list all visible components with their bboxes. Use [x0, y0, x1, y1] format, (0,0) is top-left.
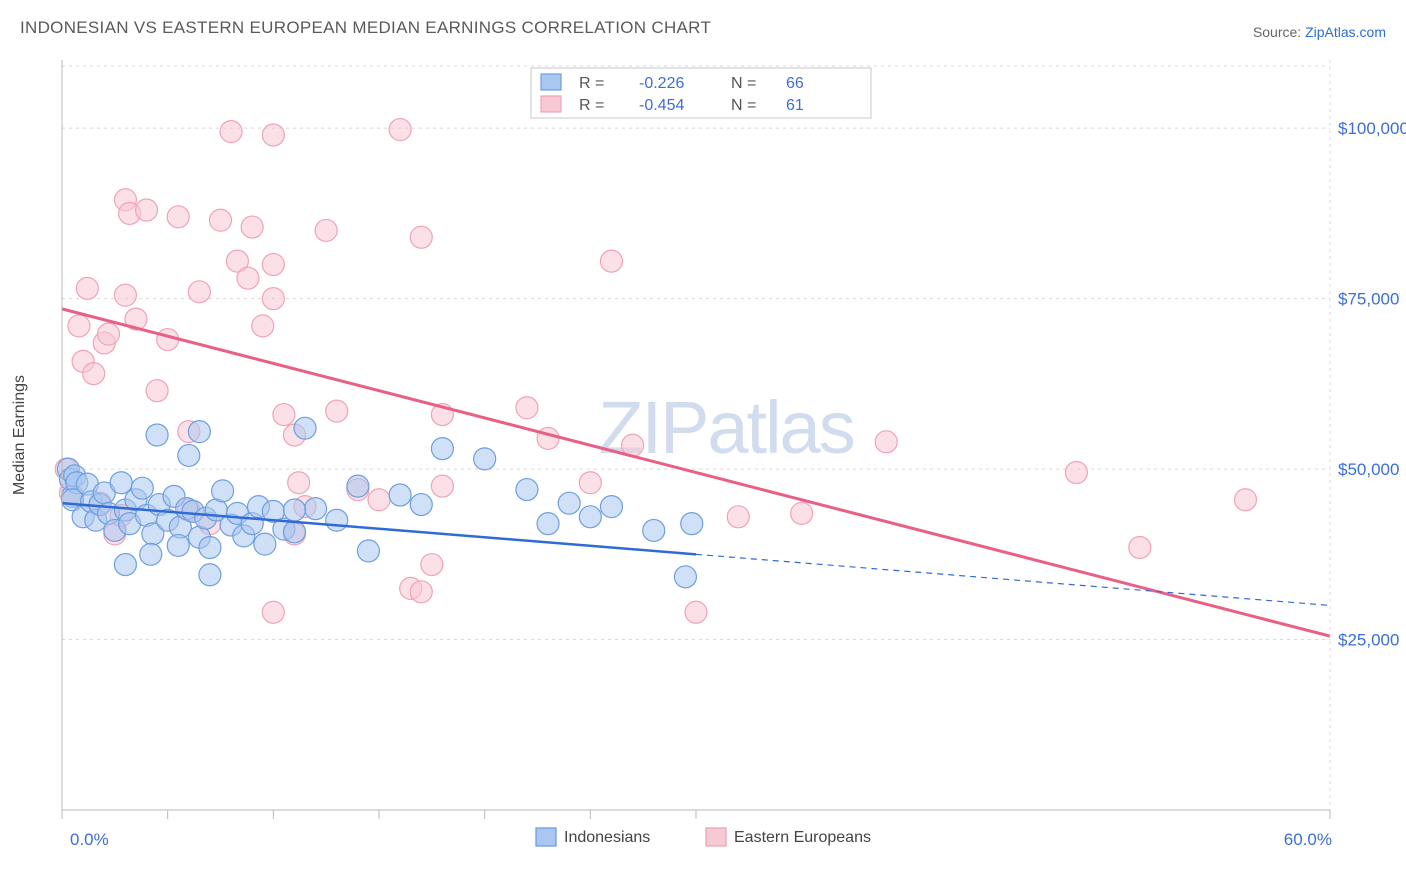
chart-container: ZIPatlas0.0%60.0%$25,000$50,000$75,000$1…	[0, 50, 1406, 870]
source-link[interactable]: ZipAtlas.com	[1305, 24, 1386, 40]
svg-text:Eastern Europeans: Eastern Europeans	[734, 829, 871, 846]
svg-text:-0.454: -0.454	[639, 97, 684, 114]
svg-text:-0.226: -0.226	[639, 75, 684, 92]
source-label: Source:	[1253, 24, 1301, 40]
svg-text:0.0%: 0.0%	[70, 830, 109, 849]
svg-text:66: 66	[786, 75, 804, 92]
svg-text:$75,000: $75,000	[1338, 290, 1399, 309]
svg-text:$50,000: $50,000	[1338, 460, 1399, 479]
svg-text:$25,000: $25,000	[1338, 631, 1399, 650]
svg-text:R =: R =	[579, 75, 604, 92]
svg-text:61: 61	[786, 97, 804, 114]
svg-text:Indonesians: Indonesians	[564, 829, 650, 846]
svg-text:N =: N =	[731, 75, 756, 92]
chart-title: INDONESIAN VS EASTERN EUROPEAN MEDIAN EA…	[20, 18, 711, 38]
svg-text:60.0%: 60.0%	[1284, 830, 1332, 849]
svg-text:N =: N =	[731, 97, 756, 114]
svg-text:$100,000: $100,000	[1338, 119, 1406, 138]
source-credit: Source: ZipAtlas.com	[1253, 24, 1386, 40]
correlation-scatter-chart: ZIPatlas0.0%60.0%$25,000$50,000$75,000$1…	[0, 50, 1406, 870]
svg-text:R =: R =	[579, 97, 604, 114]
svg-text:Median Earnings: Median Earnings	[11, 375, 28, 495]
